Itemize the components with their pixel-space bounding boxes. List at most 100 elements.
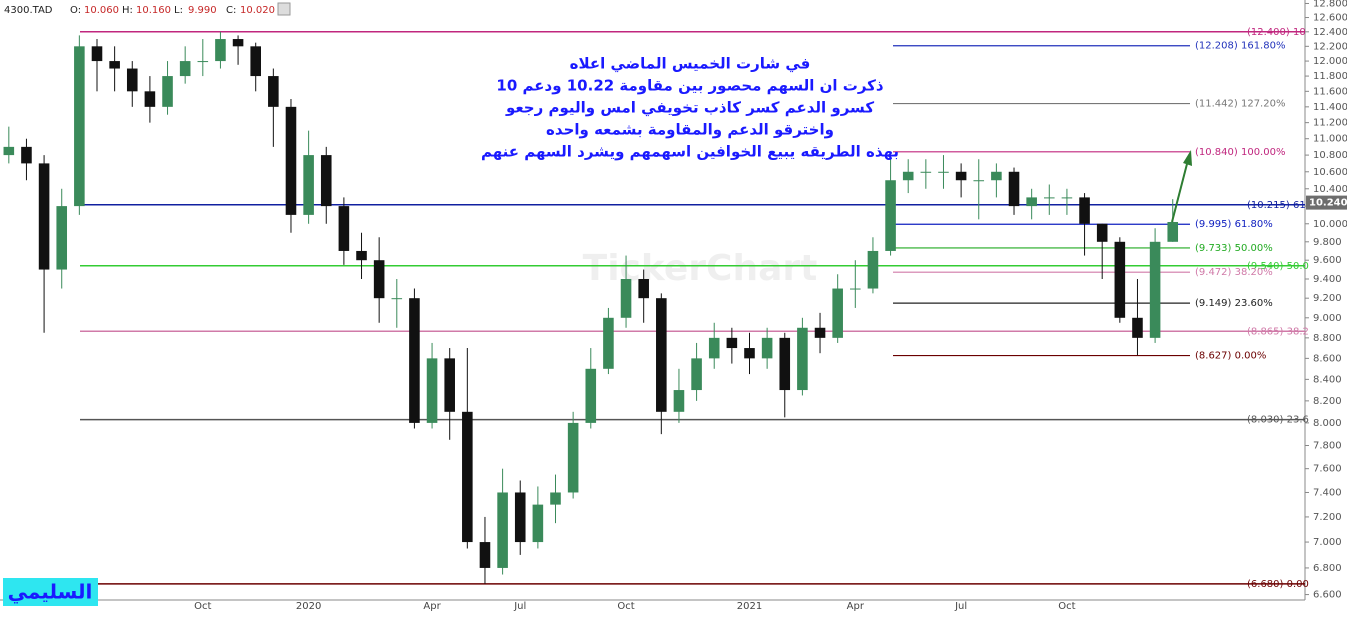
level-label: (11.442) 127.20% bbox=[1195, 99, 1285, 110]
annotation: واخترقو الدعم والمقاومة بشمعه واحده bbox=[546, 121, 834, 139]
candle-body bbox=[162, 76, 173, 107]
candle-body bbox=[21, 146, 32, 164]
level-label: (12.208) 161.80% bbox=[1195, 41, 1285, 52]
candle-body bbox=[514, 492, 526, 543]
y-tick-label: 10.600 bbox=[1313, 167, 1347, 178]
last-price-box bbox=[1306, 195, 1347, 210]
candle-body bbox=[391, 298, 403, 300]
author-box bbox=[3, 578, 98, 606]
candle-body bbox=[885, 180, 896, 251]
candle-body bbox=[74, 46, 85, 207]
candle-body bbox=[1132, 317, 1143, 338]
y-tick-label: 7.800 bbox=[1313, 440, 1342, 451]
candle-body bbox=[409, 298, 420, 423]
level-label: (9.472) 38.20% bbox=[1195, 267, 1273, 278]
price-axis-panel bbox=[1305, 0, 1347, 617]
candle-body bbox=[91, 46, 103, 62]
candle-body bbox=[656, 298, 667, 412]
candle-body bbox=[356, 250, 367, 261]
candle-body bbox=[1079, 197, 1090, 224]
candle-body bbox=[850, 288, 861, 290]
y-tick-label: 12.400 bbox=[1313, 27, 1347, 38]
level-label: (9.995) 61.80% bbox=[1195, 219, 1273, 230]
x-tick-label: 2020 bbox=[296, 601, 321, 612]
candle-body bbox=[744, 348, 755, 359]
y-tick-label: 10.400 bbox=[1313, 184, 1347, 195]
candle-body bbox=[1026, 197, 1037, 207]
candle-body bbox=[197, 61, 209, 63]
candle-body bbox=[1044, 197, 1055, 199]
candle-body bbox=[1096, 223, 1108, 242]
y-tick-label: 10.000 bbox=[1313, 219, 1347, 230]
candle-body bbox=[250, 46, 261, 77]
y-tick-label: 8.000 bbox=[1313, 418, 1342, 429]
candle-body bbox=[603, 317, 614, 369]
ohlc-key: L: bbox=[174, 5, 183, 16]
candle-body bbox=[779, 337, 791, 391]
level-label: (8.865) 38.2 bbox=[1247, 326, 1309, 337]
level-label: (8.627) 0.00% bbox=[1195, 351, 1266, 362]
level-label: (10.215) 61 bbox=[1247, 200, 1306, 211]
candle-body bbox=[1114, 241, 1126, 318]
annotation: كسرو الدعم كسر كاذب تخويفي امس واليوم رج… bbox=[505, 99, 874, 117]
y-tick-label: 7.200 bbox=[1313, 512, 1342, 523]
candle-body bbox=[373, 260, 385, 299]
ohlc-value: 9.990 bbox=[188, 5, 217, 16]
y-tick-label: 9.400 bbox=[1313, 274, 1342, 285]
y-tick-label: 12.800 bbox=[1313, 0, 1347, 9]
candle-body bbox=[320, 155, 332, 207]
y-tick-label: 11.000 bbox=[1313, 134, 1347, 145]
y-tick-label: 11.800 bbox=[1313, 71, 1347, 82]
candle-body bbox=[338, 206, 350, 251]
candle-body bbox=[38, 163, 50, 270]
y-tick-label: 12.000 bbox=[1313, 56, 1347, 67]
x-tick-label: Jul bbox=[954, 601, 967, 612]
candle-body bbox=[832, 288, 843, 338]
candle-body bbox=[991, 171, 1002, 181]
x-tick-label: Oct bbox=[617, 601, 634, 612]
candle-body bbox=[3, 146, 15, 156]
y-tick-label: 11.400 bbox=[1313, 102, 1347, 113]
candle-body bbox=[109, 61, 120, 69]
annotation: بهذه الطريقه يبيع الخوافين اسهمهم ويشرد … bbox=[481, 143, 899, 161]
y-tick-label: 7.600 bbox=[1313, 464, 1342, 475]
candle-body bbox=[585, 368, 597, 423]
x-tick-label: Apr bbox=[423, 601, 441, 612]
y-tick-label: 8.400 bbox=[1313, 374, 1342, 385]
y-tick-label: 12.600 bbox=[1313, 13, 1347, 24]
candle-body bbox=[532, 504, 544, 543]
candle-body bbox=[215, 39, 226, 62]
candle-body bbox=[497, 492, 508, 568]
symbol: 4300.TAD bbox=[4, 5, 53, 16]
ohlc-key: C: bbox=[226, 5, 236, 16]
x-tick-label: Apr bbox=[847, 601, 865, 612]
candle-body bbox=[1149, 241, 1161, 338]
candle-body bbox=[814, 327, 826, 338]
candle-body bbox=[955, 171, 967, 181]
arrow bbox=[1171, 159, 1189, 223]
candle-body bbox=[638, 278, 649, 299]
candle-body bbox=[268, 76, 279, 107]
level-label: (12.400) 10 bbox=[1247, 27, 1306, 38]
annotation: في شارت الخميس الماضي اعلاه bbox=[570, 55, 811, 73]
candle-body bbox=[761, 337, 773, 359]
y-tick-label: 9.800 bbox=[1313, 237, 1342, 248]
candle-body bbox=[479, 542, 491, 568]
y-tick-label: 8.200 bbox=[1313, 396, 1342, 407]
candle-body bbox=[126, 68, 138, 92]
settings-icon bbox=[277, 2, 291, 16]
level-label: (9.540) 50.0 bbox=[1247, 261, 1309, 272]
y-tick-label: 7.400 bbox=[1313, 487, 1342, 498]
candle-body bbox=[444, 358, 455, 412]
ohlc-value: 10.160 bbox=[136, 5, 171, 16]
author: السليمي bbox=[8, 580, 93, 605]
watermark: TickerChart bbox=[583, 248, 818, 289]
candle-body bbox=[867, 250, 879, 289]
candle-body bbox=[285, 106, 297, 215]
x-tick-label: 2021 bbox=[737, 601, 762, 612]
candle-body bbox=[620, 278, 632, 318]
candle-body bbox=[691, 358, 702, 391]
candle-body bbox=[973, 180, 985, 182]
candle-body bbox=[144, 91, 156, 107]
level-label: (9.733) 50.00% bbox=[1195, 243, 1273, 254]
